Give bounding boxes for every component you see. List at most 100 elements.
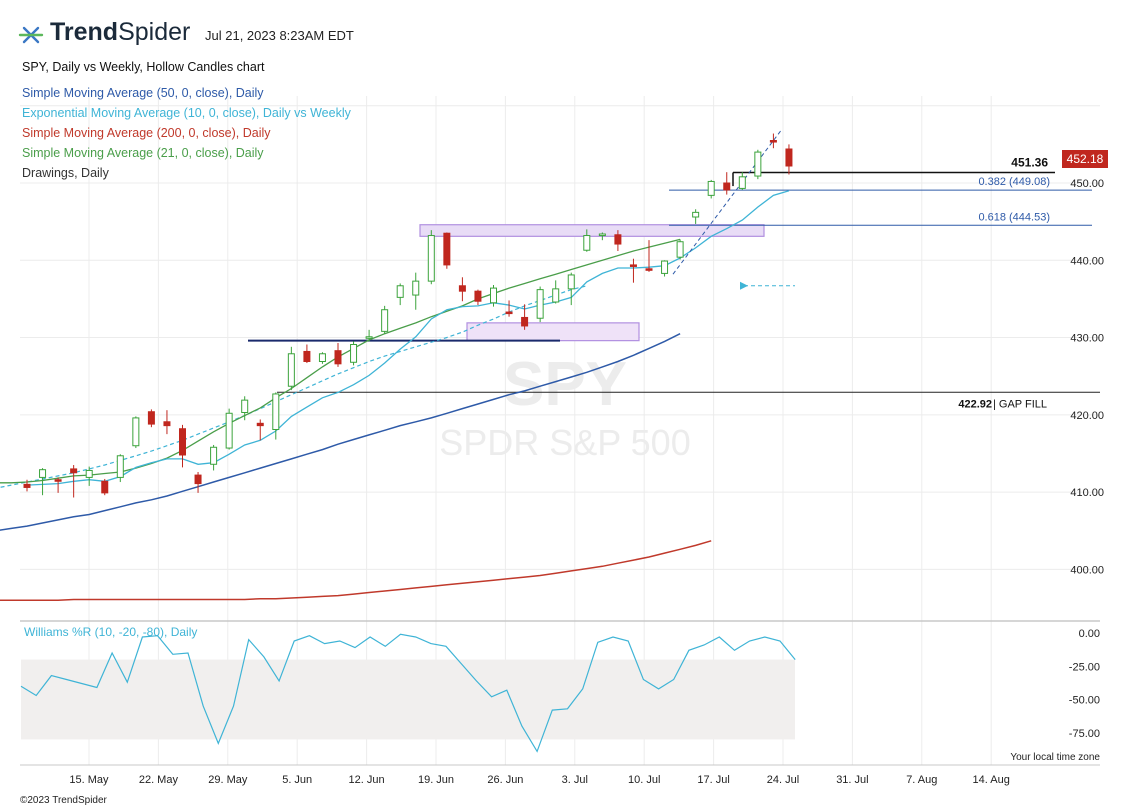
level-label-fib-382: 0.382 (449.08) (978, 176, 1050, 188)
candle (287, 346, 295, 391)
candle-body (614, 234, 622, 245)
last-price-tag: 452.18 (1062, 150, 1108, 168)
candle (645, 240, 653, 272)
resistance-box (419, 224, 765, 237)
x-tick-label: 10. Jul (628, 774, 660, 786)
candle-body (769, 140, 777, 143)
candle (676, 239, 684, 260)
candle (707, 179, 715, 199)
y-tick-label: 440.00 (1070, 255, 1104, 267)
candle-body (350, 344, 358, 363)
candle-body (692, 211, 700, 218)
candle (785, 144, 793, 175)
candle (70, 465, 78, 498)
candle-body (583, 235, 591, 251)
williams-y-tick-label: -25.00 (1069, 661, 1100, 673)
x-tick-label: 22. May (139, 774, 179, 786)
candle (256, 419, 264, 441)
legend-sma21[interactable]: Simple Moving Average (21, 0, close), Da… (22, 146, 264, 160)
candle (318, 352, 326, 364)
candle (583, 229, 591, 252)
candle (723, 172, 731, 195)
oversold-zone (21, 659, 795, 740)
y-tick-label: 400.00 (1070, 564, 1104, 576)
candle (210, 444, 218, 471)
level-label-gap-fill: 422.92 (958, 398, 992, 410)
candle (754, 149, 762, 180)
candle (427, 230, 435, 285)
candle-body (645, 268, 653, 271)
timezone-label[interactable]: Your local time zone (1010, 752, 1100, 763)
candle-body (738, 176, 746, 189)
candle-body (443, 232, 451, 266)
watermark-symbol: SPY (503, 350, 627, 419)
candle-body (381, 309, 389, 332)
candle-body (194, 474, 202, 485)
candle-body (676, 241, 684, 258)
x-tick-label: 3. Jul (562, 774, 588, 786)
y-tick-label: 420.00 (1070, 410, 1104, 422)
legend-drawings[interactable]: Drawings, Daily (22, 166, 109, 180)
support-box (466, 322, 640, 342)
x-tick-label: 24. Jul (767, 774, 799, 786)
x-tick-label: 17. Jul (697, 774, 729, 786)
trend-line (672, 130, 782, 275)
candle (474, 289, 482, 306)
x-tick-label: 15. May (69, 774, 109, 786)
candle (334, 342, 342, 367)
legend-sma50[interactable]: Simple Moving Average (50, 0, close), Da… (22, 86, 264, 100)
candle-body (458, 285, 466, 292)
candle-body (39, 469, 47, 478)
candle (365, 329, 373, 342)
candle-body (85, 469, 93, 478)
x-tick-label: 7. Aug (906, 774, 937, 786)
candle (23, 479, 31, 492)
candle (241, 396, 249, 421)
candle (536, 286, 544, 323)
brand-light: Spider (118, 18, 191, 46)
level-label-gap-fill-suffix: | GAP FILL (993, 398, 1047, 410)
candle (225, 408, 233, 450)
candle (101, 478, 109, 496)
brand-bold: Trend (50, 18, 119, 46)
candle-body (661, 260, 669, 274)
candle-body (723, 182, 731, 191)
williams-r-label: Williams %R (10, -20, -80), Daily (24, 625, 197, 639)
y-tick-label: 410.00 (1070, 487, 1104, 499)
candle (396, 283, 404, 306)
x-tick-label: 19. Jun (418, 774, 454, 786)
williams-y-tick-label: -50.00 (1069, 695, 1100, 707)
candle-body (754, 151, 762, 177)
sma200-line (0, 540, 712, 602)
candle-body (54, 479, 62, 482)
candle (412, 272, 420, 310)
ema-arrow-icon (740, 281, 748, 290)
timestamp: Jul 21, 2023 8:23AM EDT (205, 28, 354, 43)
candle-body (132, 417, 140, 447)
candle-body (396, 285, 404, 298)
candle-body (318, 353, 326, 363)
candle-body (521, 316, 529, 327)
candle (381, 305, 389, 334)
level-label-451: 451.36 (1011, 155, 1048, 169)
y-tick-label: 450.00 (1070, 178, 1104, 190)
candle-body (210, 446, 218, 465)
candle (350, 341, 358, 366)
candle-body (147, 411, 155, 425)
candle-body (785, 148, 793, 167)
candle-body (272, 393, 280, 431)
candle (490, 285, 497, 307)
legend-sma200[interactable]: Simple Moving Average (200, 0, close), D… (22, 126, 271, 140)
watermark-name: SPDR S&P 500 (439, 422, 690, 463)
level-label-fib-618: 0.618 (444.53) (978, 211, 1050, 223)
trendspider-logo-icon (18, 26, 44, 44)
candle-body (23, 483, 31, 488)
williams-y-tick-label: 0.00 (1079, 628, 1100, 640)
candle-body (256, 422, 264, 427)
candle (521, 304, 529, 330)
candle (505, 300, 513, 317)
legend-ema10[interactable]: Exponential Moving Average (10, 0, close… (22, 106, 351, 120)
x-tick-label: 12. Jun (349, 774, 385, 786)
chart-title: SPY, Daily vs Weekly, Hollow Candles cha… (22, 60, 265, 74)
